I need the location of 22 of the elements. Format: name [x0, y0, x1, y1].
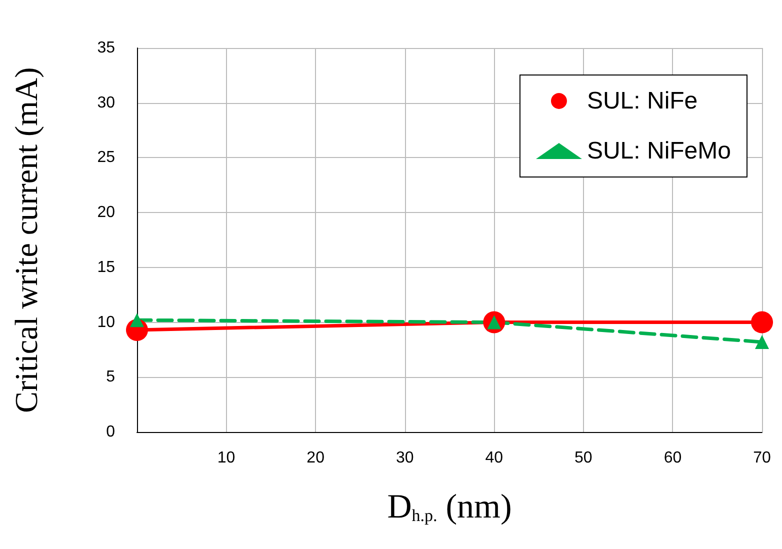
x-tick-label: 30: [396, 450, 414, 466]
x-tick-label: 20: [306, 450, 325, 466]
point: [130, 313, 144, 328]
x-tick-label: 60: [664, 450, 682, 466]
y-tick-label: 10: [97, 314, 116, 331]
y-tick-label: 5: [106, 368, 116, 386]
x-tick-label: 50: [574, 450, 592, 466]
y-tick-label: 0: [106, 424, 116, 440]
y-tick-label: 35: [97, 40, 116, 56]
y-tick-label: 25: [97, 149, 116, 166]
y-tick-label: 15: [97, 258, 116, 276]
x-tick-label: 10: [217, 450, 236, 466]
point: [755, 335, 769, 350]
legend-label: SUL: NiFe: [586, 88, 698, 114]
legend-label: SUL: NiFeMo: [586, 138, 732, 164]
y-tick-label: 20: [97, 204, 116, 222]
point: [751, 311, 773, 334]
x-tick-label: 40: [485, 450, 504, 466]
x-tick-label: 70: [753, 450, 771, 466]
y-axis-title: Critical write current (mA): [8, 67, 44, 413]
x-axis-title: Dh.p. (nm): [387, 488, 512, 526]
y-tick-label: 30: [97, 94, 116, 112]
